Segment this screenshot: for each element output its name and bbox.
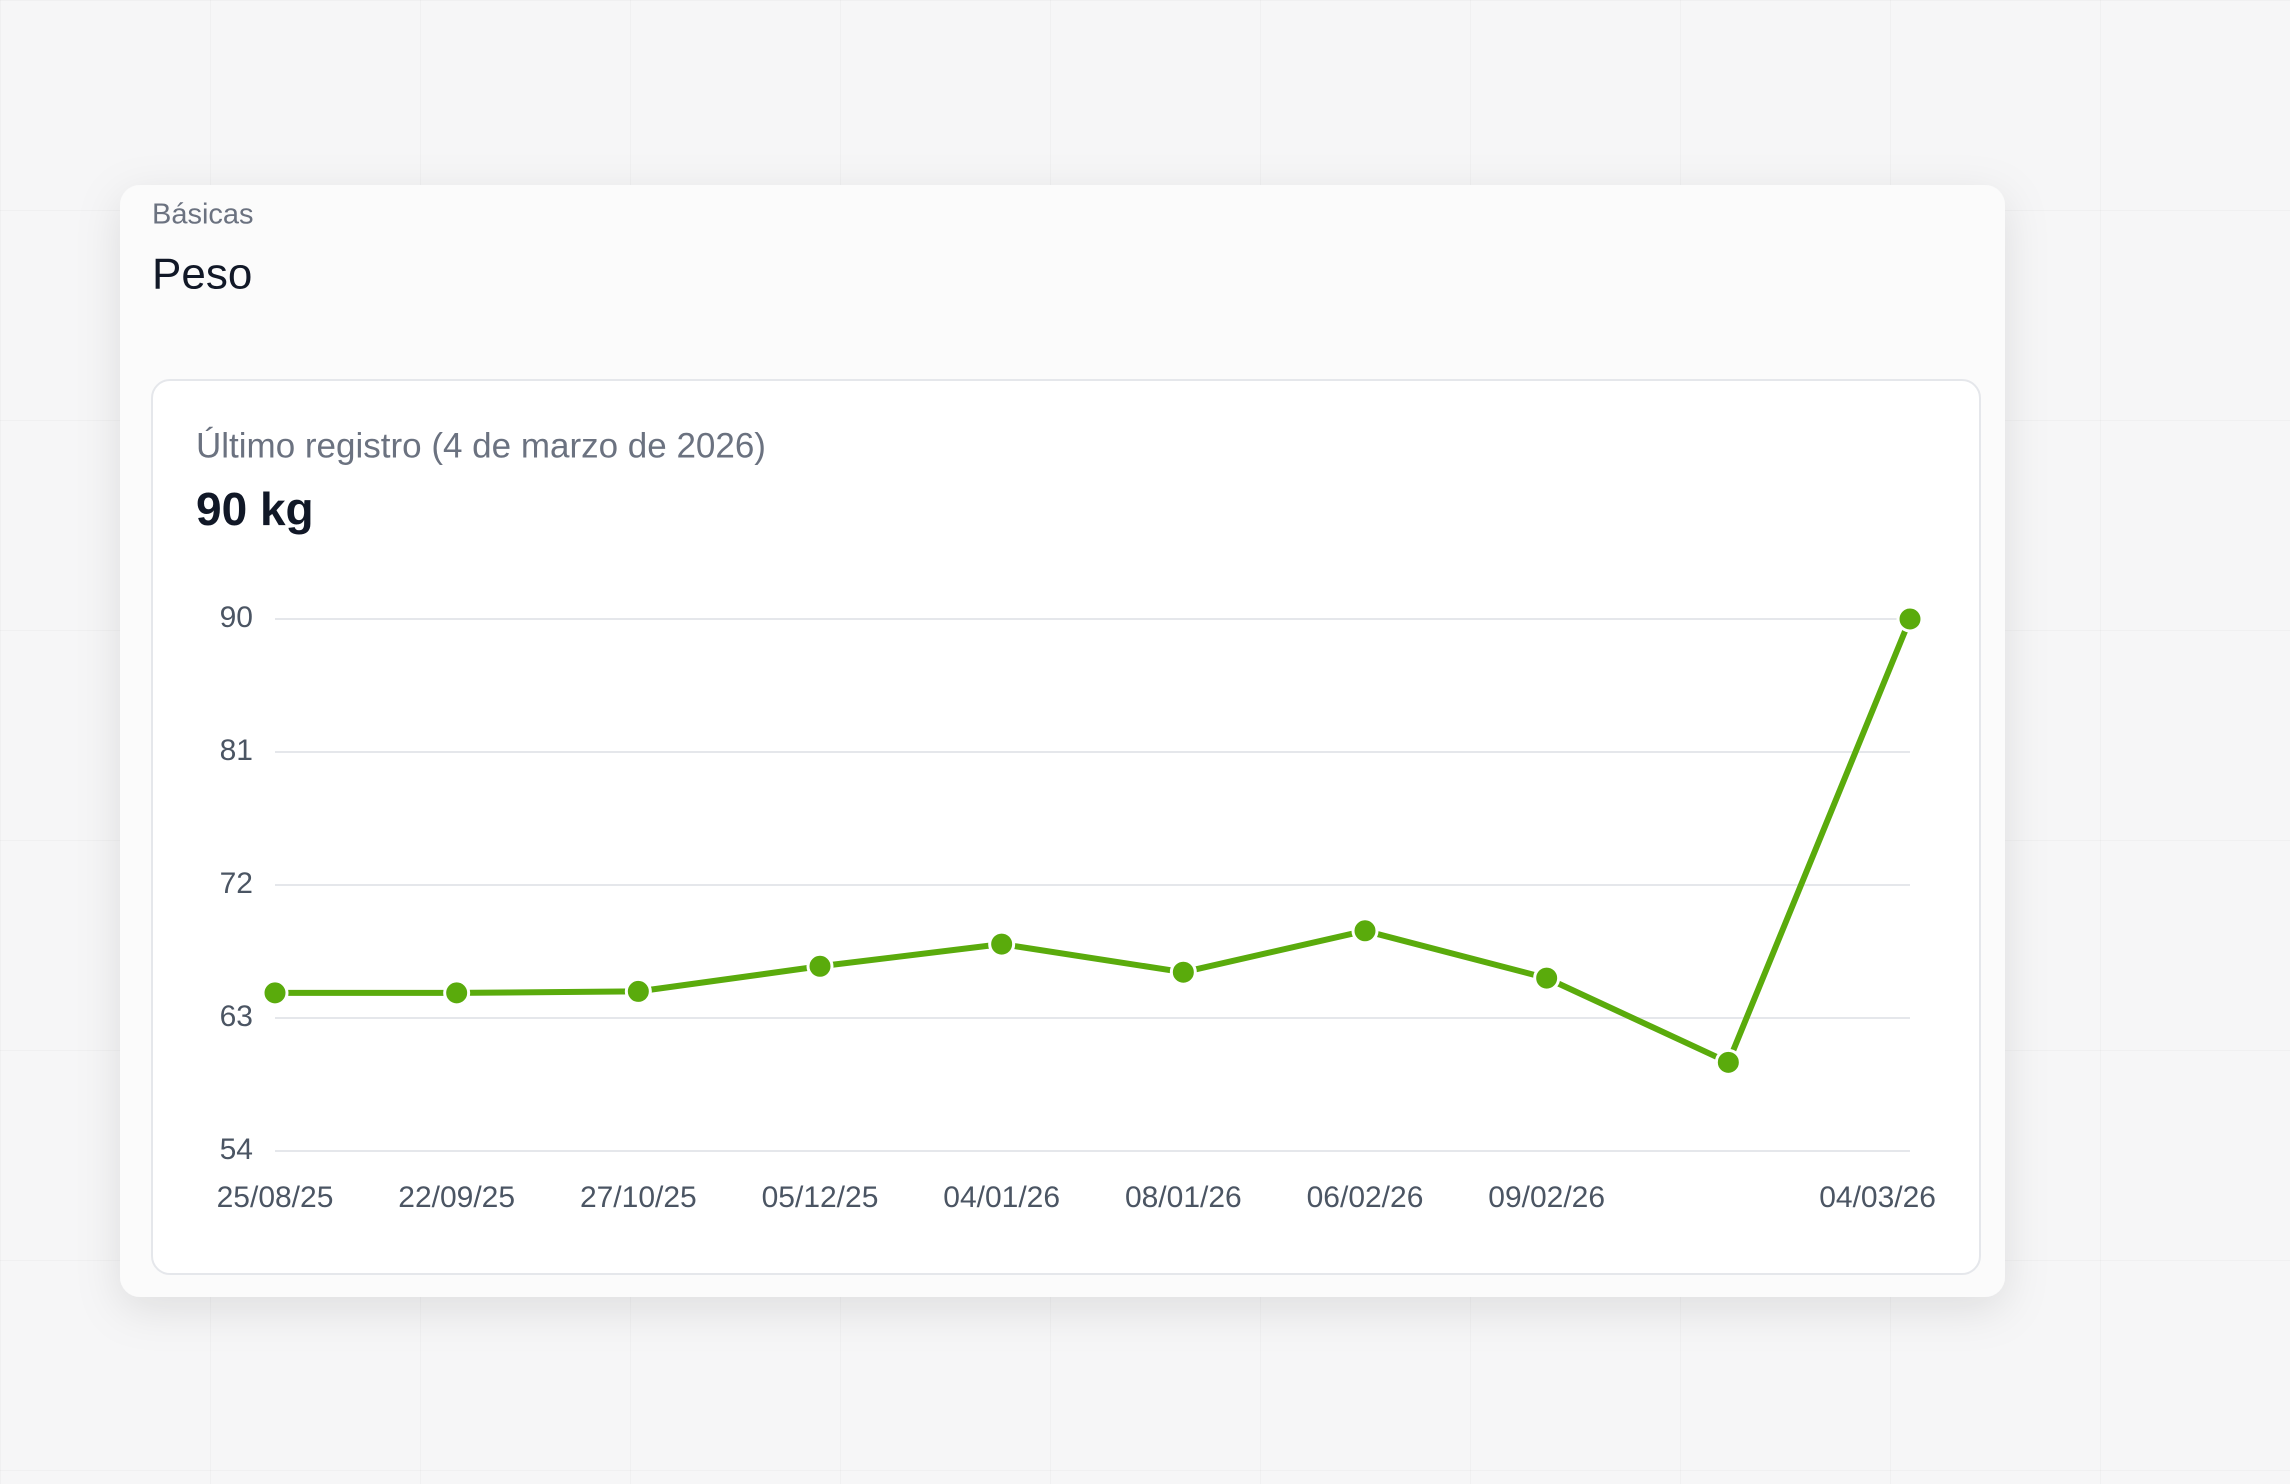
latest-value: 90 kg [196, 483, 314, 535]
x-tick-label: 22/09/25 [398, 1181, 515, 1214]
data-point [1351, 917, 1379, 945]
data-point [624, 977, 652, 1005]
x-tick-label: 09/02/26 [1488, 1181, 1605, 1214]
card-title: Peso [152, 250, 252, 299]
data-point [988, 930, 1016, 958]
x-tick-label: 27/10/25 [580, 1181, 697, 1214]
x-tick-label: 04/01/26 [943, 1181, 1060, 1214]
data-point [806, 952, 834, 980]
y-tick-label: 72 [220, 867, 253, 900]
x-tick-label: 08/01/26 [1125, 1181, 1242, 1214]
data-point [1169, 958, 1197, 986]
data-point [1533, 964, 1561, 992]
chart-subtitle: Último registro (4 de marzo de 2026) [196, 426, 766, 465]
data-point [443, 979, 471, 1007]
x-tick-label: 06/02/26 [1307, 1181, 1424, 1214]
y-tick-label: 63 [220, 1000, 253, 1033]
data-line [272, 616, 1913, 1066]
data-point [1714, 1048, 1742, 1076]
y-tick-label: 81 [220, 734, 253, 767]
y-tick-label: 90 [220, 601, 253, 634]
chart-panel [151, 379, 1981, 1275]
y-tick-label: 54 [220, 1133, 253, 1166]
card-category: Básicas [152, 199, 254, 231]
x-tick-label: 25/08/25 [217, 1181, 334, 1214]
x-tick-label: 04/03/26 [1819, 1181, 1936, 1214]
data-point [1896, 605, 1924, 633]
data-point [261, 979, 289, 1007]
x-tick-label: 05/12/25 [762, 1181, 879, 1214]
